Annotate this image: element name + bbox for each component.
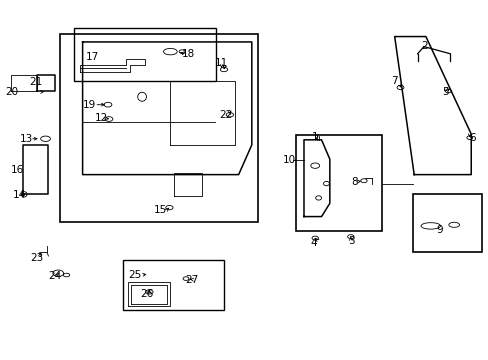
- Text: 19: 19: [83, 100, 96, 110]
- Text: 13: 13: [20, 134, 33, 144]
- Bar: [74, 28, 216, 81]
- Text: 12: 12: [95, 113, 108, 123]
- Text: 5: 5: [441, 87, 448, 97]
- Text: 26: 26: [140, 289, 153, 299]
- Text: 4: 4: [310, 238, 317, 248]
- Text: 17: 17: [85, 52, 99, 62]
- Text: 23: 23: [31, 253, 44, 263]
- Text: 7: 7: [390, 76, 397, 86]
- Text: 21: 21: [29, 77, 42, 87]
- Text: 2: 2: [421, 41, 427, 50]
- Text: 20: 20: [5, 87, 18, 97]
- Bar: [122, 260, 224, 310]
- Text: 24: 24: [49, 271, 62, 281]
- Text: 3: 3: [348, 236, 354, 246]
- Text: 25: 25: [128, 270, 141, 280]
- Text: 27: 27: [185, 275, 199, 285]
- Text: 22: 22: [219, 110, 232, 120]
- Text: 8: 8: [351, 177, 357, 187]
- Text: 18: 18: [182, 49, 195, 59]
- Text: 15: 15: [153, 206, 166, 216]
- Text: 11: 11: [215, 58, 228, 68]
- Bar: [412, 194, 482, 252]
- Text: 14: 14: [13, 190, 26, 200]
- Text: 10: 10: [282, 155, 295, 165]
- Bar: [60, 34, 258, 222]
- Bar: [295, 135, 381, 231]
- Text: 16: 16: [11, 165, 24, 175]
- Text: 1: 1: [311, 132, 318, 142]
- Text: 6: 6: [468, 133, 475, 143]
- Text: 9: 9: [435, 225, 442, 235]
